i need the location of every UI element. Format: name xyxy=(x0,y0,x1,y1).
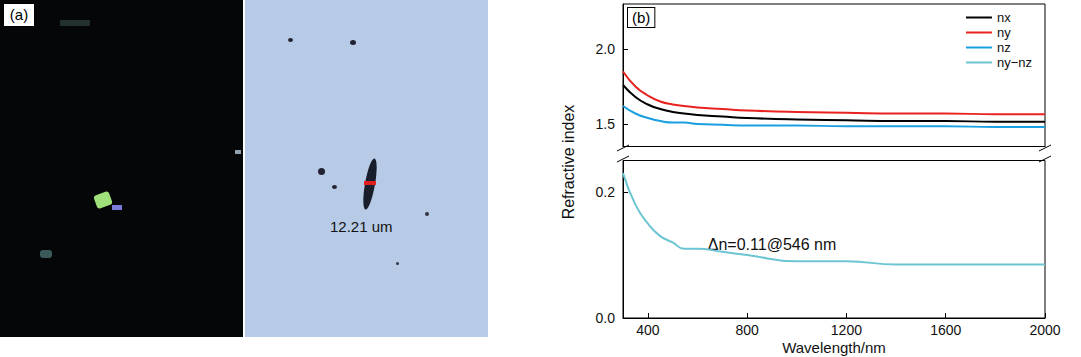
svg-text:1.5: 1.5 xyxy=(596,116,616,132)
svg-text:1600: 1600 xyxy=(930,322,961,338)
html-text:12.21 um: 12.21 um xyxy=(330,218,393,235)
svg-text:800: 800 xyxy=(735,322,759,338)
svg-text:Δn=0.11@546 nm: Δn=0.11@546 nm xyxy=(708,236,837,253)
svg-text:(b): (b) xyxy=(632,9,650,26)
svg-text:1200: 1200 xyxy=(831,322,862,338)
svg-text:nz: nz xyxy=(997,40,1011,55)
html-text:(a): (a) xyxy=(9,6,29,23)
svg-text:nx: nx xyxy=(997,10,1011,25)
svg-text:2.0: 2.0 xyxy=(596,41,616,57)
svg-text:0.2: 0.2 xyxy=(596,184,616,200)
svg-text:ny−nz: ny−nz xyxy=(997,55,1032,70)
svg-text:2000: 2000 xyxy=(1029,322,1060,338)
svg-text:ny: ny xyxy=(997,25,1011,40)
svg-text:0.0: 0.0 xyxy=(596,310,616,326)
svg-text:400: 400 xyxy=(636,322,660,338)
svg-text:Refractive index: Refractive index xyxy=(560,105,577,220)
svg-text:Wavelength/nm: Wavelength/nm xyxy=(782,339,886,356)
